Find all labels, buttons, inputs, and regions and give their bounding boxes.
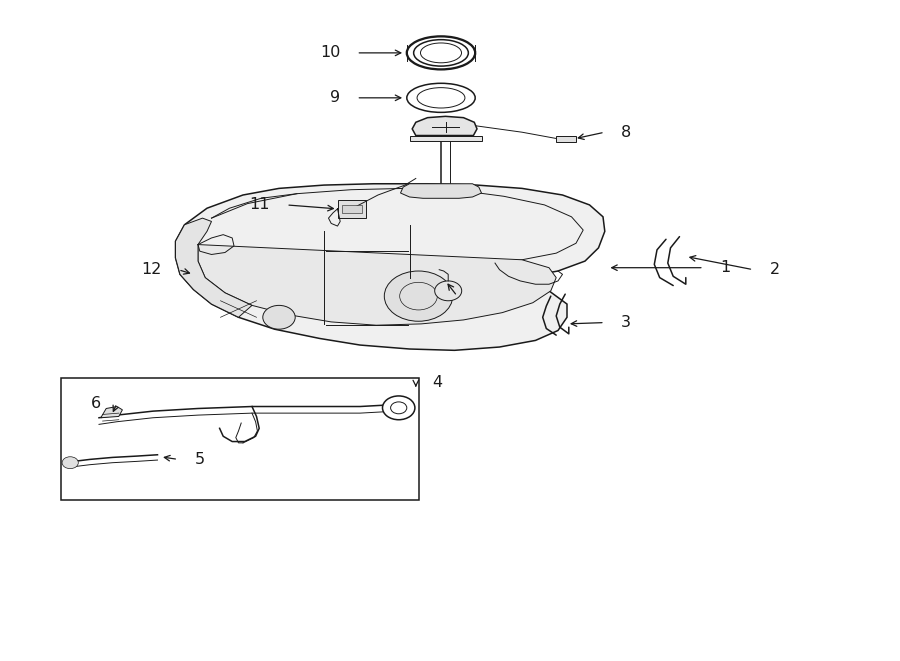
Text: 10: 10	[320, 46, 340, 60]
Polygon shape	[101, 407, 122, 418]
Polygon shape	[412, 116, 477, 136]
Text: 7: 7	[431, 289, 441, 303]
Bar	[342, 205, 362, 213]
Circle shape	[384, 271, 453, 321]
Text: 2: 2	[770, 262, 779, 277]
Polygon shape	[176, 184, 605, 350]
Polygon shape	[410, 136, 482, 141]
Text: 3: 3	[621, 315, 631, 330]
Polygon shape	[198, 245, 556, 325]
Text: 1: 1	[720, 260, 730, 275]
Circle shape	[62, 457, 78, 469]
Text: 9: 9	[330, 91, 340, 105]
Circle shape	[263, 305, 295, 329]
Text: 11: 11	[249, 198, 270, 212]
Polygon shape	[400, 184, 482, 198]
Text: 12: 12	[141, 262, 162, 277]
Bar	[338, 200, 366, 218]
Circle shape	[382, 396, 415, 420]
Text: 5: 5	[194, 452, 204, 467]
Bar	[61, 378, 419, 500]
Bar	[556, 136, 576, 142]
Text: 8: 8	[621, 125, 631, 139]
Circle shape	[435, 281, 462, 301]
Text: 4: 4	[432, 375, 442, 389]
Polygon shape	[176, 218, 252, 317]
Text: 6: 6	[91, 396, 101, 410]
